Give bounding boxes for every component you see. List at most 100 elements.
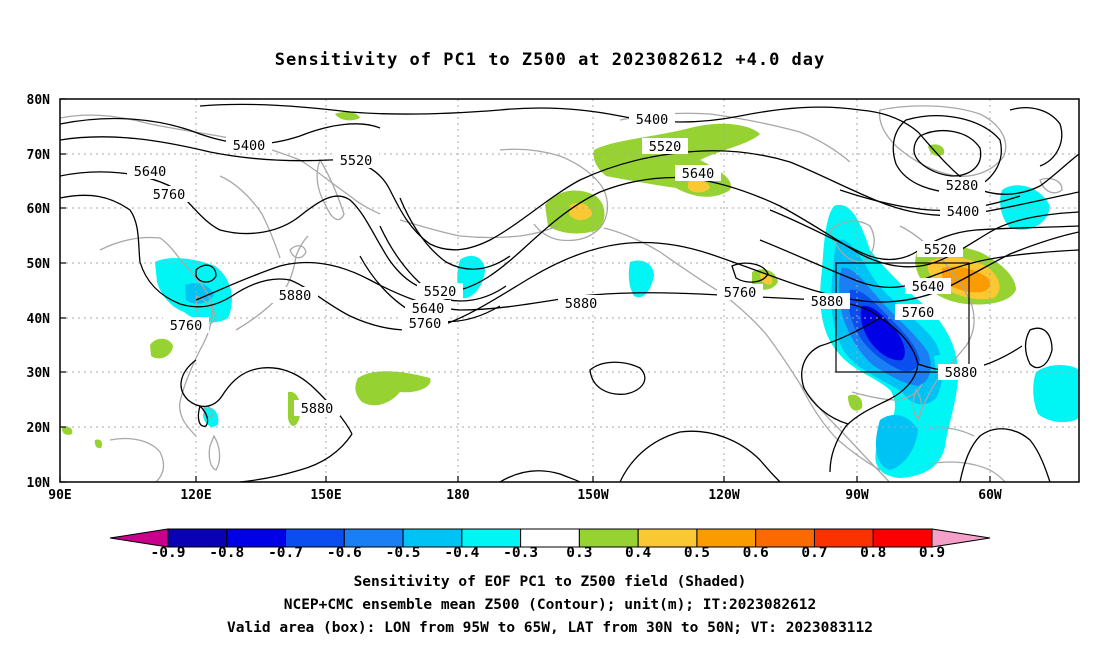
shade-lightblue-east-asia — [185, 283, 214, 304]
contour-5880-small-loop — [589, 361, 646, 395]
contour-label: 5400 — [629, 111, 675, 128]
lon-label: 120E — [180, 488, 211, 503]
colorbar-tick-label: 0.7 — [801, 545, 827, 561]
lon-label: 90E — [48, 488, 71, 503]
contour-5760-pacific-small — [731, 262, 769, 283]
contour-5880-bottom3 — [959, 428, 1051, 482]
contour-label: 5880 — [558, 295, 604, 312]
lat-label: 40N — [27, 312, 51, 327]
lat-label: 10N — [27, 476, 51, 491]
svg-text:5520: 5520 — [924, 242, 957, 258]
coast-florida — [912, 388, 923, 419]
contour-label: 5760 — [163, 317, 209, 334]
contour-5760-small-ring — [195, 264, 217, 283]
colorbar-tick-label: -0.6 — [327, 545, 362, 561]
contour-label: 5400 — [940, 203, 986, 220]
colorbar-tick-label: -0.9 — [151, 545, 186, 561]
coast-philippines — [208, 434, 221, 471]
contour-5880-band — [195, 261, 881, 319]
coast-china-east — [99, 236, 214, 437]
coast-caribbean — [929, 426, 975, 437]
lon-label: 90W — [845, 488, 869, 503]
lon-label: 180 — [446, 488, 470, 503]
shade-green-pacific-mid — [355, 371, 431, 406]
shade-cyan-dateline — [457, 255, 485, 299]
shade-yellow-westus — [760, 273, 773, 285]
contour-5400-north-loop — [1009, 107, 1063, 167]
contour-label: 5880 — [804, 293, 850, 310]
contour-5520-west — [60, 136, 1079, 251]
svg-text:5880: 5880 — [279, 288, 312, 304]
contour-label: 5520 — [642, 138, 688, 155]
svg-text:5400: 5400 — [636, 112, 669, 128]
svg-text:5760: 5760 — [902, 305, 935, 321]
coast-japan-north — [289, 245, 307, 259]
shade-cyan-gulf — [875, 415, 918, 470]
coast-greenland — [878, 105, 1007, 177]
svg-text:5640: 5640 — [134, 164, 167, 180]
contour-5880-mexico — [829, 317, 919, 473]
contour-5280-greenland — [913, 130, 982, 177]
contour-5880-bottom1 — [619, 430, 781, 482]
colorbar-tick-label: -0.5 — [386, 545, 421, 561]
contour-label: 5280 — [939, 177, 985, 194]
svg-text:5520: 5520 — [340, 153, 373, 169]
contour-5760-west — [60, 194, 1079, 331]
contour-label: 5400 — [226, 137, 272, 154]
colorbar-labels: -0.9 -0.8 -0.7 -0.6 -0.5 -0.4 -0.3 0.3 0.4 0.5 0.6… — [151, 545, 946, 561]
colorbar-tick-label: 0.8 — [860, 545, 886, 561]
colorbar-cells — [167, 528, 933, 548]
coast-okhotsk — [219, 175, 281, 259]
svg-text:5520: 5520 — [649, 139, 682, 155]
coast-hudson-bay — [829, 220, 875, 263]
lon-label: 150E — [310, 488, 341, 503]
contour-label: 5520 — [917, 241, 963, 258]
contour-label: 5760 — [402, 315, 448, 332]
contour-label: 5640 — [905, 278, 951, 295]
coast-gulf — [851, 383, 923, 401]
contour-5400-north — [199, 103, 861, 123]
svg-text:5400: 5400 — [947, 204, 980, 220]
coast-alaska — [499, 148, 609, 242]
caption-line-1: Sensitivity of EOF PC1 to Z500 field (Sh… — [353, 574, 747, 590]
shade-darkblue-namerica — [860, 305, 905, 361]
axis-ticks — [59, 98, 991, 483]
svg-text:5880: 5880 — [565, 296, 598, 312]
contour-label: 5760 — [146, 186, 192, 203]
lat-label: 80N — [27, 93, 51, 108]
colorbar-tick-label: -0.4 — [444, 545, 479, 561]
lat-label: 50N — [27, 257, 51, 272]
coast-indochina — [109, 437, 165, 482]
contour-5880-east — [1024, 327, 1053, 369]
contour-5520-pacific-inner — [399, 197, 511, 270]
lon-label: 120W — [708, 488, 739, 503]
contour-label: 5640 — [405, 300, 451, 317]
colorbar-tick-label: 0.4 — [625, 545, 651, 561]
colorbar-tick-label: -0.7 — [268, 545, 303, 561]
svg-text:5280: 5280 — [946, 178, 979, 194]
svg-text:5640: 5640 — [682, 166, 715, 182]
contour-5880-namerica — [801, 317, 881, 425]
shade-green-gulf — [848, 394, 863, 411]
coast-kamchatka — [316, 158, 345, 221]
svg-text:5400: 5400 — [233, 138, 266, 154]
contour-5640-west — [60, 171, 1079, 293]
colorbar-tick-label: 0.5 — [684, 545, 710, 561]
caption-line-3: Valid area (box): LON from 95W to 65W, L… — [226, 620, 873, 636]
shade-yellow-alaska — [569, 203, 592, 221]
contour-label: 5760 — [717, 284, 763, 301]
lat-label: 60N — [27, 202, 51, 217]
svg-text:5640: 5640 — [912, 279, 945, 295]
graticule — [60, 99, 1079, 482]
shade-orange-northeast — [942, 266, 990, 293]
contour-5760-taiwan — [197, 404, 209, 427]
lat-labels: 80N 70N 60N 50N 40N 30N 20N 10N — [27, 93, 51, 491]
shade-green-china — [150, 338, 173, 359]
shade-green-small2 — [94, 439, 103, 449]
contour-label: 5520 — [417, 283, 463, 300]
valid-area-box — [835, 262, 970, 373]
contour-5880-south-asia — [180, 359, 353, 435]
lon-label: 150W — [577, 488, 608, 503]
